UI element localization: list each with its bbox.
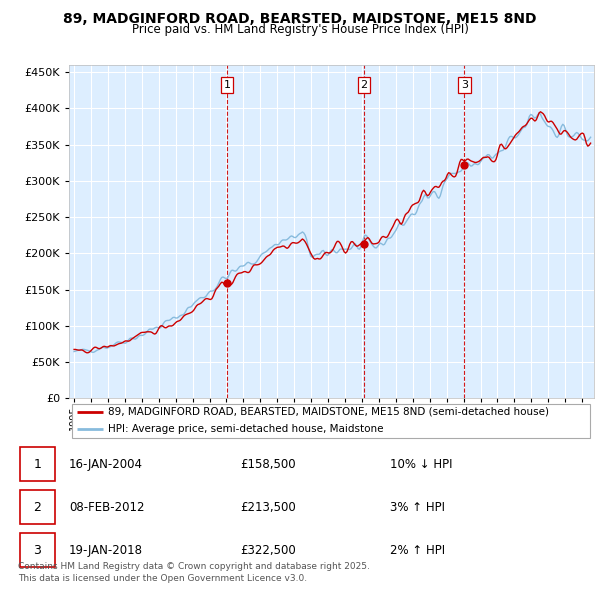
FancyBboxPatch shape	[71, 404, 590, 438]
Text: 2% ↑ HPI: 2% ↑ HPI	[390, 543, 445, 557]
Text: 3: 3	[34, 543, 41, 557]
Text: Contains HM Land Registry data © Crown copyright and database right 2025.
This d: Contains HM Land Registry data © Crown c…	[18, 562, 370, 583]
Text: Price paid vs. HM Land Registry's House Price Index (HPI): Price paid vs. HM Land Registry's House …	[131, 23, 469, 36]
Text: £322,500: £322,500	[240, 543, 296, 557]
Text: 89, MADGINFORD ROAD, BEARSTED, MAIDSTONE, ME15 8ND: 89, MADGINFORD ROAD, BEARSTED, MAIDSTONE…	[63, 12, 537, 26]
Text: £158,500: £158,500	[240, 457, 296, 471]
Text: HPI: Average price, semi-detached house, Maidstone: HPI: Average price, semi-detached house,…	[109, 424, 384, 434]
Text: 19-JAN-2018: 19-JAN-2018	[69, 543, 143, 557]
Text: 1: 1	[224, 80, 230, 90]
Text: £213,500: £213,500	[240, 500, 296, 514]
Text: 3% ↑ HPI: 3% ↑ HPI	[390, 500, 445, 514]
FancyBboxPatch shape	[20, 533, 55, 567]
Text: 2: 2	[34, 500, 41, 514]
Text: 1: 1	[34, 457, 41, 471]
Text: 3: 3	[461, 80, 468, 90]
FancyBboxPatch shape	[20, 447, 55, 481]
Text: 10% ↓ HPI: 10% ↓ HPI	[390, 457, 452, 471]
Text: 08-FEB-2012: 08-FEB-2012	[69, 500, 145, 514]
Text: 89, MADGINFORD ROAD, BEARSTED, MAIDSTONE, ME15 8ND (semi-detached house): 89, MADGINFORD ROAD, BEARSTED, MAIDSTONE…	[109, 407, 550, 417]
Text: 16-JAN-2004: 16-JAN-2004	[69, 457, 143, 471]
FancyBboxPatch shape	[20, 490, 55, 524]
Text: 2: 2	[360, 80, 367, 90]
